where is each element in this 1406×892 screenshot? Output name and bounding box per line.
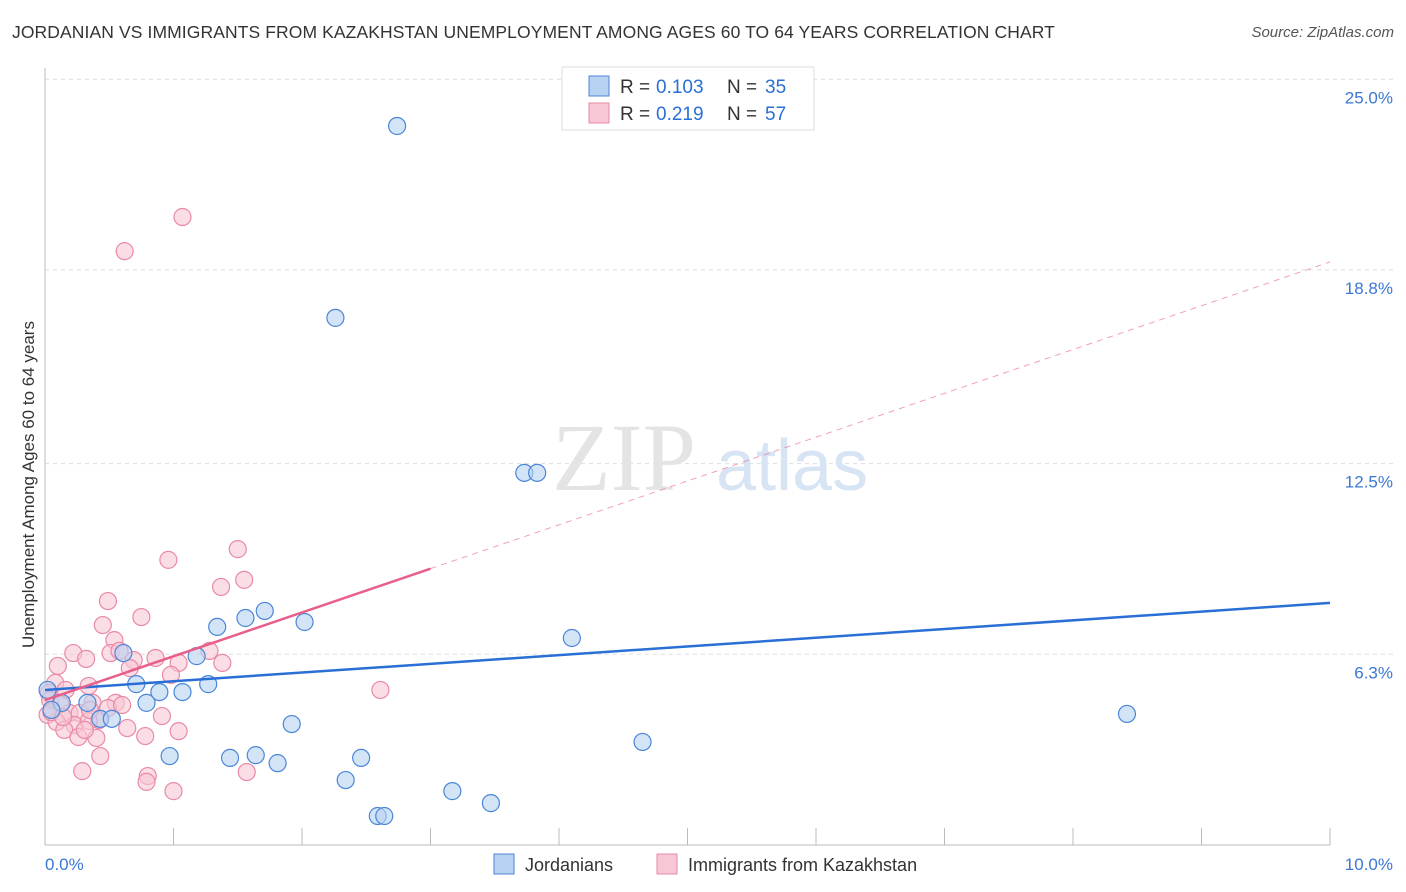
point-jordanians [352, 748, 371, 768]
y-tick-label: 12.5% [1345, 473, 1393, 492]
legend-n-value: 57 [765, 104, 786, 125]
legend-kazakhstan-swatch [656, 853, 678, 875]
point-jordanians [160, 746, 179, 766]
point-kazakhstan [152, 706, 172, 726]
point-jordanians [208, 617, 227, 637]
point-kazakhstan [211, 577, 231, 597]
point-kazakhstan [118, 718, 137, 738]
point-kazakhstan [371, 680, 390, 700]
legend-kazakhstan: Immigrants from Kazakhstan [688, 855, 917, 875]
point-jordanians [268, 754, 287, 773]
points [38, 116, 1137, 826]
y-tick-label: 6.3% [1354, 663, 1393, 682]
stats-legend: R = 0.103 N = 35 R = 0.219 N = 57 [561, 66, 815, 131]
watermark-zip: ZIP [552, 404, 696, 511]
legend-swatch-jordanians [588, 75, 610, 97]
legend-swatch-kazakhstan [588, 102, 610, 124]
point-jordanians [282, 714, 301, 734]
point-kazakhstan [159, 550, 178, 569]
point-kazakhstan [213, 653, 232, 672]
point-kazakhstan [164, 782, 183, 801]
watermark-atlas: atlas [716, 426, 868, 506]
y-tick-label: 18.8% [1345, 279, 1393, 298]
point-jordanians [42, 700, 61, 720]
point-kazakhstan [173, 207, 192, 227]
point-kazakhstan [112, 695, 132, 715]
point-jordanians [1117, 704, 1137, 724]
point-kazakhstan [235, 570, 254, 589]
point-jordanians [375, 806, 394, 826]
legend-r-label: R = [620, 77, 650, 98]
point-jordanians [173, 682, 192, 702]
point-kazakhstan [161, 665, 181, 684]
legend-jordanians-swatch [493, 853, 515, 875]
x-ticks [173, 828, 1331, 845]
point-kazakhstan [228, 540, 247, 559]
point-jordanians [387, 116, 407, 136]
legend-n-value: 35 [765, 77, 786, 98]
legend-n-label: N = [727, 77, 757, 98]
point-jordanians [443, 782, 462, 801]
y-ticks: 25.0% 18.8% 12.5% 6.3% [1345, 88, 1393, 682]
point-jordanians [255, 601, 274, 621]
point-jordanians [295, 612, 314, 632]
legend-r-value: 0.103 [656, 77, 704, 98]
point-jordanians [220, 748, 240, 768]
trend-line-kazakhstan [44, 567, 431, 702]
point-jordanians [528, 463, 547, 482]
point-jordanians [137, 693, 156, 712]
x-tick-max: 10.0% [1345, 855, 1393, 874]
point-kazakhstan [77, 649, 96, 668]
trend-lines [44, 261, 1331, 702]
point-kazakhstan [137, 772, 156, 791]
point-kazakhstan [48, 656, 67, 676]
point-kazakhstan [93, 615, 112, 635]
point-jordanians [633, 732, 652, 752]
trend-line-extension [430, 261, 1331, 570]
point-kazakhstan [73, 762, 92, 781]
point-kazakhstan [91, 746, 110, 766]
legend-jordanians: Jordanians [525, 855, 613, 875]
trend-line-jordanians [44, 601, 1331, 692]
chart-title: JORDANIAN VS IMMIGRANTS FROM KAZAKHSTAN … [12, 22, 1055, 42]
series-legend: Jordanians Immigrants from Kazakhstan [493, 853, 917, 875]
point-kazakhstan [169, 722, 188, 741]
point-jordanians [78, 693, 97, 712]
point-kazakhstan [132, 607, 151, 627]
y-axis-label: Unemployment Among Ages 60 to 64 years [19, 321, 38, 648]
legend-r-label: R = [620, 104, 650, 125]
point-jordanians [336, 770, 355, 790]
point-kazakhstan [115, 242, 134, 261]
point-jordanians [326, 308, 345, 327]
point-kazakhstan [237, 762, 256, 782]
point-jordanians [481, 794, 500, 813]
point-kazakhstan [136, 726, 155, 746]
point-kazakhstan [98, 591, 118, 611]
point-jordanians [150, 682, 169, 702]
y-tick-label: 25.0% [1345, 88, 1393, 107]
grid [45, 78, 1393, 655]
point-jordanians [102, 709, 121, 728]
source-label: Source: ZipAtlas.com [1251, 24, 1394, 41]
point-kazakhstan [75, 720, 94, 740]
point-jordanians [114, 643, 133, 663]
point-jordanians [236, 608, 255, 628]
legend-r-value: 0.219 [656, 104, 704, 125]
point-jordanians [246, 746, 265, 765]
point-jordanians [562, 628, 581, 648]
legend-n-label: N = [727, 104, 757, 125]
x-tick-min: 0.0% [45, 855, 84, 874]
